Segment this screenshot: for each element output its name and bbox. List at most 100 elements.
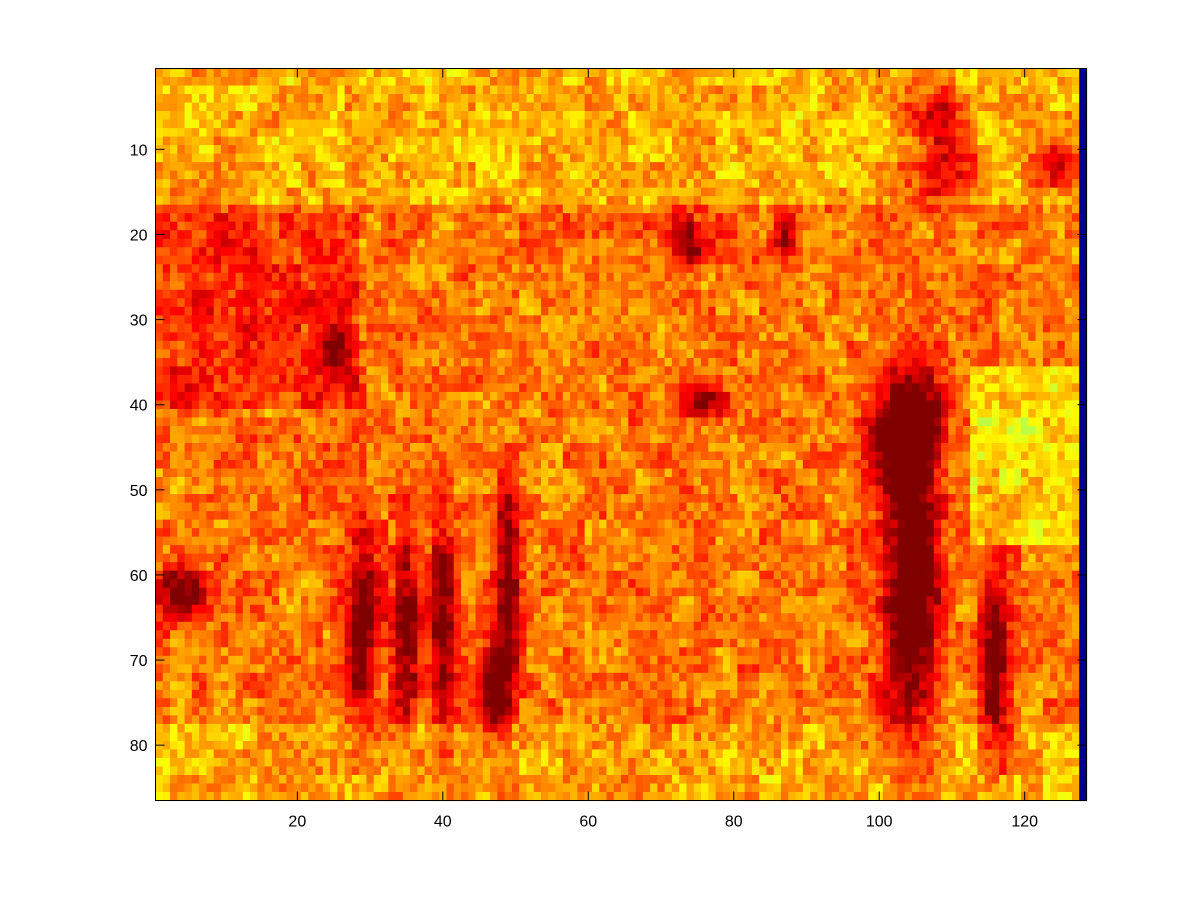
heatmap-cell	[904, 196, 913, 206]
heatmap-cell	[642, 94, 651, 104]
heatmap-cell	[511, 94, 520, 104]
heatmap-cell	[1021, 145, 1029, 155]
heatmap-cell	[1006, 238, 1015, 248]
heatmap-cell	[1042, 102, 1051, 112]
heatmap-cell	[279, 289, 288, 299]
heatmap-cell	[511, 187, 520, 197]
heatmap-cell	[795, 136, 804, 146]
heatmap-cell	[1021, 298, 1029, 308]
heatmap-cell	[220, 298, 229, 308]
heatmap-cell	[759, 391, 768, 402]
heatmap-cell	[919, 213, 928, 223]
heatmap-cell	[824, 247, 833, 257]
heatmap-cell	[424, 332, 433, 342]
heatmap-cell	[999, 281, 1008, 291]
heatmap-cell	[839, 145, 848, 155]
heatmap-cell	[475, 255, 484, 265]
heatmap-cell	[250, 306, 258, 316]
heatmap-cell	[846, 204, 855, 214]
heatmap-cell	[584, 340, 593, 350]
heatmap-cell	[1035, 162, 1044, 172]
heatmap-cell	[482, 204, 491, 214]
heatmap-cell	[606, 111, 615, 121]
heatmap-cell	[926, 196, 935, 206]
heatmap-cell	[730, 289, 738, 299]
heatmap-cell	[395, 238, 404, 248]
heatmap-cell	[591, 255, 600, 265]
heatmap-cell	[671, 136, 680, 146]
heatmap-cell	[540, 213, 549, 223]
heatmap-cell	[708, 102, 717, 112]
heatmap-cell	[882, 162, 891, 172]
heatmap-cell	[810, 119, 818, 129]
heatmap-cell	[730, 255, 738, 265]
heatmap-cell	[410, 298, 418, 308]
heatmap-cell	[380, 119, 389, 129]
heatmap-cell	[322, 136, 331, 146]
heatmap-cell	[1042, 357, 1051, 368]
heatmap-cell	[453, 196, 462, 206]
heatmap-cell	[373, 306, 382, 316]
heatmap-cell	[388, 332, 397, 342]
heatmap-cell	[395, 366, 404, 376]
heatmap-cell	[431, 255, 440, 265]
heatmap-cell	[570, 204, 578, 214]
heatmap-cell	[228, 153, 237, 163]
heatmap-cell	[490, 332, 498, 342]
heatmap-cell	[526, 213, 535, 223]
heatmap-cell	[635, 68, 644, 78]
heatmap-cell	[388, 179, 397, 189]
heatmap-cell	[853, 238, 862, 248]
heatmap-cell	[1071, 247, 1080, 257]
heatmap-cell	[359, 255, 368, 265]
heatmap-cell	[817, 153, 826, 163]
heatmap-cell	[722, 68, 731, 78]
heatmap-cell	[344, 221, 353, 231]
heatmap-cell	[759, 264, 768, 274]
heatmap-cell	[533, 289, 542, 299]
heatmap-cell	[759, 187, 768, 197]
heatmap-cell	[817, 366, 826, 376]
heatmap-cell	[410, 221, 418, 231]
heatmap-cell	[766, 204, 775, 214]
heatmap-cell	[759, 170, 768, 180]
heatmap-cell	[242, 119, 251, 129]
heatmap-cell	[242, 85, 251, 95]
heatmap-cell	[890, 264, 898, 274]
heatmap-cell	[242, 272, 251, 282]
heatmap-cell	[1071, 264, 1080, 274]
heatmap-cell	[817, 162, 826, 172]
heatmap-cell	[1079, 213, 1088, 223]
heatmap-cell	[664, 366, 673, 376]
heatmap-cell	[1071, 162, 1080, 172]
heatmap-cell	[257, 315, 266, 325]
heatmap-cell	[199, 119, 208, 129]
heatmap-cell	[730, 281, 738, 291]
heatmap-cell	[708, 383, 717, 393]
heatmap-cell	[271, 221, 280, 231]
heatmap-cell	[482, 374, 491, 385]
heatmap-cell	[155, 153, 164, 163]
heatmap-cell	[1050, 264, 1058, 274]
heatmap-cell	[788, 349, 797, 359]
heatmap-cell	[962, 162, 971, 172]
heatmap-cell	[882, 323, 891, 333]
heatmap-cell	[555, 204, 564, 214]
heatmap-cell	[191, 179, 200, 189]
heatmap-cell	[795, 213, 804, 223]
heatmap-cell	[402, 374, 411, 385]
heatmap-cell	[511, 306, 520, 316]
heatmap-cell	[453, 153, 462, 163]
heatmap-cell	[184, 136, 193, 146]
heatmap-cell	[446, 349, 455, 359]
heatmap-cell	[744, 187, 753, 197]
heatmap-cell	[497, 119, 506, 129]
heatmap-cell	[359, 264, 368, 274]
heatmap-cell	[635, 145, 644, 155]
heatmap-cell	[802, 136, 811, 146]
heatmap-cell	[482, 85, 491, 95]
heatmap-cell	[388, 136, 397, 146]
heatmap-cell	[497, 366, 506, 376]
heatmap-cell	[759, 289, 768, 299]
heatmap-cell	[402, 332, 411, 342]
